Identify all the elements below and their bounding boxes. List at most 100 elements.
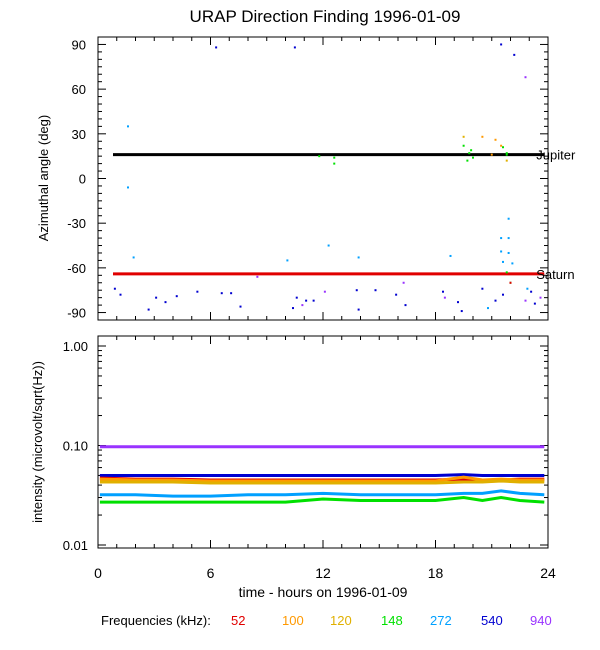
azimuth-point <box>239 305 242 308</box>
azimuth-point <box>374 289 377 292</box>
azimuth-points <box>113 43 542 313</box>
azimuth-point <box>395 293 398 296</box>
azimuth-point <box>127 125 129 128</box>
azimuth-point <box>468 152 471 155</box>
azimuth-tick-label: 90 <box>72 37 86 52</box>
azimuth-point <box>404 304 407 307</box>
azimuth-point <box>442 290 444 293</box>
reference-lines: Jupiter Saturn <box>113 148 576 282</box>
azimuth-point <box>293 46 296 49</box>
time-tick-labels: 0 6 12 18 24 <box>94 565 556 581</box>
azimuth-point <box>127 186 129 189</box>
azimuth-point <box>505 271 508 274</box>
azimuth-point <box>507 237 510 240</box>
legend-item-52: 52 <box>231 613 245 628</box>
azimuth-point <box>524 76 527 79</box>
azimuth-plot-frame <box>97 36 549 321</box>
time-tick-label: 24 <box>540 565 556 581</box>
intensity-series-148 <box>99 495 545 504</box>
intensity-tick-label: 1.00 <box>63 339 88 354</box>
azimuth-tick-label: 0 <box>79 172 86 187</box>
azimuth-panel: -90 -60 -30 0 30 60 90 Jupiter Saturn Azimuthal… <box>36 36 576 321</box>
azimuth-point <box>507 251 510 254</box>
legend-items: 52 100 120 148 272 540 940 <box>231 613 552 628</box>
azimuth-point <box>164 301 167 304</box>
reference-label-saturn: Saturn <box>536 267 574 282</box>
azimuth-point <box>487 307 489 310</box>
azimuth-point <box>502 260 504 263</box>
azimuth-point <box>215 46 218 49</box>
frequency-legend: Frequencies (kHz): 52 100 120 148 272 540 940 <box>101 613 552 628</box>
azimuth-point <box>357 256 360 259</box>
azimuth-point <box>462 144 465 147</box>
chart-title: URAP Direction Finding 1996-01-09 <box>190 7 461 26</box>
azimuth-point <box>509 281 512 284</box>
intensity-series-272 <box>99 489 545 498</box>
time-tick-label: 6 <box>207 565 215 581</box>
azimuth-point <box>494 138 497 141</box>
azimuth-point <box>443 296 446 299</box>
azimuth-point <box>312 299 315 302</box>
azimuth-point <box>502 146 504 149</box>
azimuth-point <box>256 275 259 278</box>
intensity-tick-label: 0.10 <box>63 439 88 454</box>
azimuth-point <box>301 304 304 307</box>
intensity-series <box>99 445 545 504</box>
legend-item-940: 940 <box>530 613 552 628</box>
azimuth-point <box>147 308 150 311</box>
azimuth-point <box>500 237 503 240</box>
azimuth-point <box>132 256 135 259</box>
legend-item-100: 100 <box>282 613 304 628</box>
azimuth-y-axis-label: Azimuthal angle (deg) <box>36 115 51 241</box>
legend-item-120: 120 <box>330 613 352 628</box>
azimuth-tick-label: -30 <box>67 216 86 231</box>
azimuth-point <box>286 259 289 262</box>
azimuth-point <box>292 307 294 310</box>
azimuth-tick-label: -60 <box>67 261 86 276</box>
azimuth-point <box>524 299 527 302</box>
time-tick-label: 12 <box>315 565 331 581</box>
azimuth-point <box>295 296 298 299</box>
azimuth-point <box>327 244 330 247</box>
azimuth-point <box>507 217 510 220</box>
legend-item-148: 148 <box>381 613 403 628</box>
azimuth-point <box>113 287 116 290</box>
azimuth-point <box>220 292 223 295</box>
azimuth-point <box>481 287 484 290</box>
azimuth-point <box>466 159 469 162</box>
azimuth-point <box>318 155 321 158</box>
azimuth-ticks <box>97 37 549 320</box>
intensity-series-100 <box>99 475 545 483</box>
azimuth-point <box>449 254 452 257</box>
intensity-series-120 <box>99 479 545 485</box>
intensity-tick-labels: 0.01 0.10 1.00 <box>63 339 88 553</box>
azimuth-tick-label: 60 <box>72 82 86 97</box>
time-tick-label: 0 <box>94 565 102 581</box>
azimuth-point <box>460 310 463 313</box>
intensity-tick-label: 0.01 <box>63 538 88 553</box>
azimuth-tick-label: -90 <box>67 306 86 321</box>
azimuth-point <box>513 53 516 56</box>
intensity-series-540 <box>99 473 545 477</box>
reference-label-jupiter: Jupiter <box>536 148 576 163</box>
azimuth-point <box>500 250 503 253</box>
azimuth-point <box>402 281 405 284</box>
intensity-plot-frame <box>97 335 549 549</box>
azimuth-point <box>357 308 360 311</box>
azimuth-point <box>333 162 336 165</box>
intensity-panel: 0.01 0.10 1.00 0 6 12 18 24 intensity (microvo… <box>30 335 556 600</box>
azimuth-point <box>472 156 474 159</box>
time-tick-label: 18 <box>428 565 444 581</box>
azimuth-point <box>511 262 514 265</box>
azimuth-point <box>470 149 473 152</box>
azimuth-point <box>505 159 508 162</box>
azimuth-point <box>490 153 493 156</box>
azimuth-point <box>457 301 459 304</box>
azimuth-point <box>155 296 158 299</box>
intensity-y-axis-label: intensity (microvolt/sqrt(Hz)) <box>30 361 45 523</box>
azimuth-point <box>462 135 465 138</box>
azimuth-point <box>481 135 484 138</box>
azimuth-point <box>502 293 504 296</box>
azimuth-point <box>526 287 529 290</box>
